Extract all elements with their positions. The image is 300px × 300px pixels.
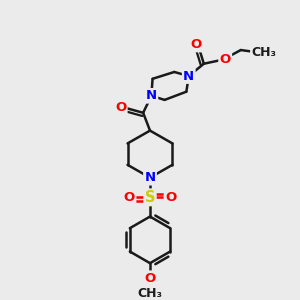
- Text: CH₃: CH₃: [137, 287, 163, 300]
- Text: O: O: [190, 38, 202, 51]
- Text: N: N: [183, 70, 194, 83]
- Text: N: N: [146, 89, 157, 102]
- Text: O: O: [165, 191, 176, 204]
- Text: O: O: [144, 272, 156, 285]
- Text: N: N: [144, 171, 156, 184]
- Text: O: O: [124, 191, 135, 204]
- Text: O: O: [220, 53, 231, 66]
- Text: O: O: [115, 101, 126, 114]
- Text: S: S: [145, 190, 155, 205]
- Text: CH₃: CH₃: [251, 46, 276, 59]
